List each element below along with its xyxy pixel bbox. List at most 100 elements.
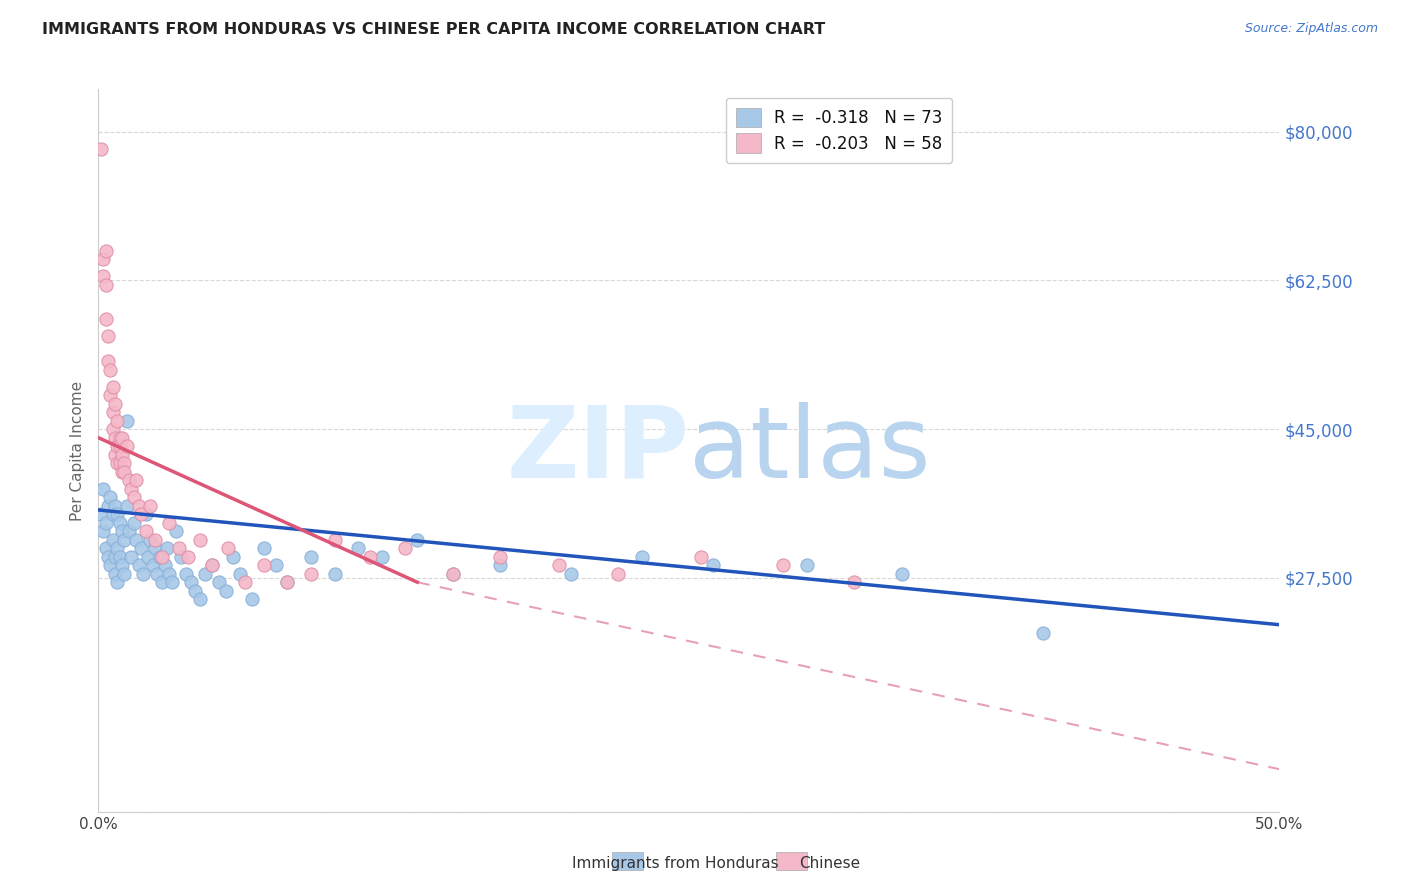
Point bbox=[104, 566, 127, 581]
Text: IMMIGRANTS FROM HONDURAS VS CHINESE PER CAPITA INCOME CORRELATION CHART: IMMIGRANTS FROM HONDURAS VS CHINESE PER … bbox=[42, 22, 825, 37]
Point bbox=[149, 549, 172, 564]
Point bbox=[105, 575, 128, 590]
Y-axis label: Per Capita Income: Per Capita Income bbox=[69, 380, 84, 521]
Point bbox=[177, 549, 200, 564]
Point bbox=[94, 311, 117, 326]
Point bbox=[217, 541, 239, 556]
Point bbox=[844, 575, 866, 590]
Point bbox=[129, 507, 152, 521]
Point bbox=[115, 499, 138, 513]
Point bbox=[890, 566, 912, 581]
Point bbox=[108, 431, 131, 445]
Point bbox=[129, 541, 152, 556]
Point bbox=[105, 414, 128, 428]
Point bbox=[90, 142, 112, 156]
Point bbox=[104, 448, 127, 462]
Point bbox=[208, 575, 231, 590]
Point bbox=[347, 541, 370, 556]
Point bbox=[98, 558, 121, 573]
Point bbox=[105, 541, 128, 556]
Point bbox=[91, 482, 114, 496]
Point bbox=[112, 456, 135, 470]
Point bbox=[108, 456, 131, 470]
Point bbox=[91, 524, 114, 539]
Point bbox=[118, 473, 141, 487]
Point bbox=[111, 558, 134, 573]
Point bbox=[156, 541, 179, 556]
Point bbox=[90, 507, 112, 521]
Point bbox=[264, 558, 287, 573]
Point bbox=[180, 575, 202, 590]
Point bbox=[253, 541, 276, 556]
Point bbox=[146, 566, 169, 581]
Point bbox=[121, 482, 143, 496]
Point bbox=[101, 507, 124, 521]
Point bbox=[229, 566, 252, 581]
Point bbox=[143, 541, 166, 556]
Point bbox=[105, 439, 128, 453]
Point bbox=[174, 566, 197, 581]
Point bbox=[253, 558, 276, 573]
Point bbox=[111, 465, 134, 479]
Point bbox=[323, 566, 346, 581]
Point bbox=[139, 499, 162, 513]
Point bbox=[122, 490, 145, 504]
Point bbox=[489, 558, 512, 573]
Point bbox=[188, 592, 211, 607]
Point bbox=[157, 566, 180, 581]
Point bbox=[111, 448, 134, 462]
Text: Immigrants from Honduras: Immigrants from Honduras bbox=[572, 856, 778, 871]
Point bbox=[97, 549, 120, 564]
Point bbox=[215, 583, 238, 598]
Point bbox=[299, 549, 322, 564]
Point bbox=[104, 397, 127, 411]
Point bbox=[135, 524, 157, 539]
Point bbox=[125, 533, 148, 547]
Point bbox=[441, 566, 464, 581]
Point bbox=[128, 558, 150, 573]
Point bbox=[153, 558, 176, 573]
Point bbox=[94, 516, 117, 530]
Point bbox=[233, 575, 256, 590]
Point bbox=[97, 328, 120, 343]
Point bbox=[121, 549, 143, 564]
Point bbox=[489, 549, 512, 564]
Point bbox=[796, 558, 818, 573]
Point bbox=[548, 558, 571, 573]
Text: Chinese: Chinese bbox=[799, 856, 860, 871]
Point bbox=[105, 456, 128, 470]
Point bbox=[101, 405, 124, 419]
Point bbox=[112, 465, 135, 479]
Point bbox=[98, 362, 121, 376]
Point bbox=[91, 269, 114, 284]
Point bbox=[115, 414, 138, 428]
Point bbox=[94, 277, 117, 292]
Point bbox=[104, 431, 127, 445]
Point bbox=[143, 533, 166, 547]
Point bbox=[108, 549, 131, 564]
Point bbox=[240, 592, 263, 607]
Point bbox=[772, 558, 794, 573]
Point bbox=[276, 575, 298, 590]
Point bbox=[150, 549, 173, 564]
Point bbox=[194, 566, 217, 581]
Point bbox=[108, 439, 131, 453]
Point bbox=[441, 566, 464, 581]
Point bbox=[222, 549, 245, 564]
Point bbox=[111, 431, 134, 445]
Point bbox=[101, 422, 124, 436]
Point bbox=[1032, 626, 1054, 640]
Point bbox=[150, 575, 173, 590]
Point bbox=[323, 533, 346, 547]
Point bbox=[105, 507, 128, 521]
Point bbox=[101, 380, 124, 394]
Text: atlas: atlas bbox=[689, 402, 931, 499]
Point bbox=[702, 558, 724, 573]
Point bbox=[201, 558, 224, 573]
Point bbox=[607, 566, 630, 581]
Point bbox=[167, 541, 190, 556]
Point bbox=[371, 549, 394, 564]
Text: ZIP: ZIP bbox=[506, 402, 689, 499]
Point bbox=[98, 490, 121, 504]
Point bbox=[188, 533, 211, 547]
